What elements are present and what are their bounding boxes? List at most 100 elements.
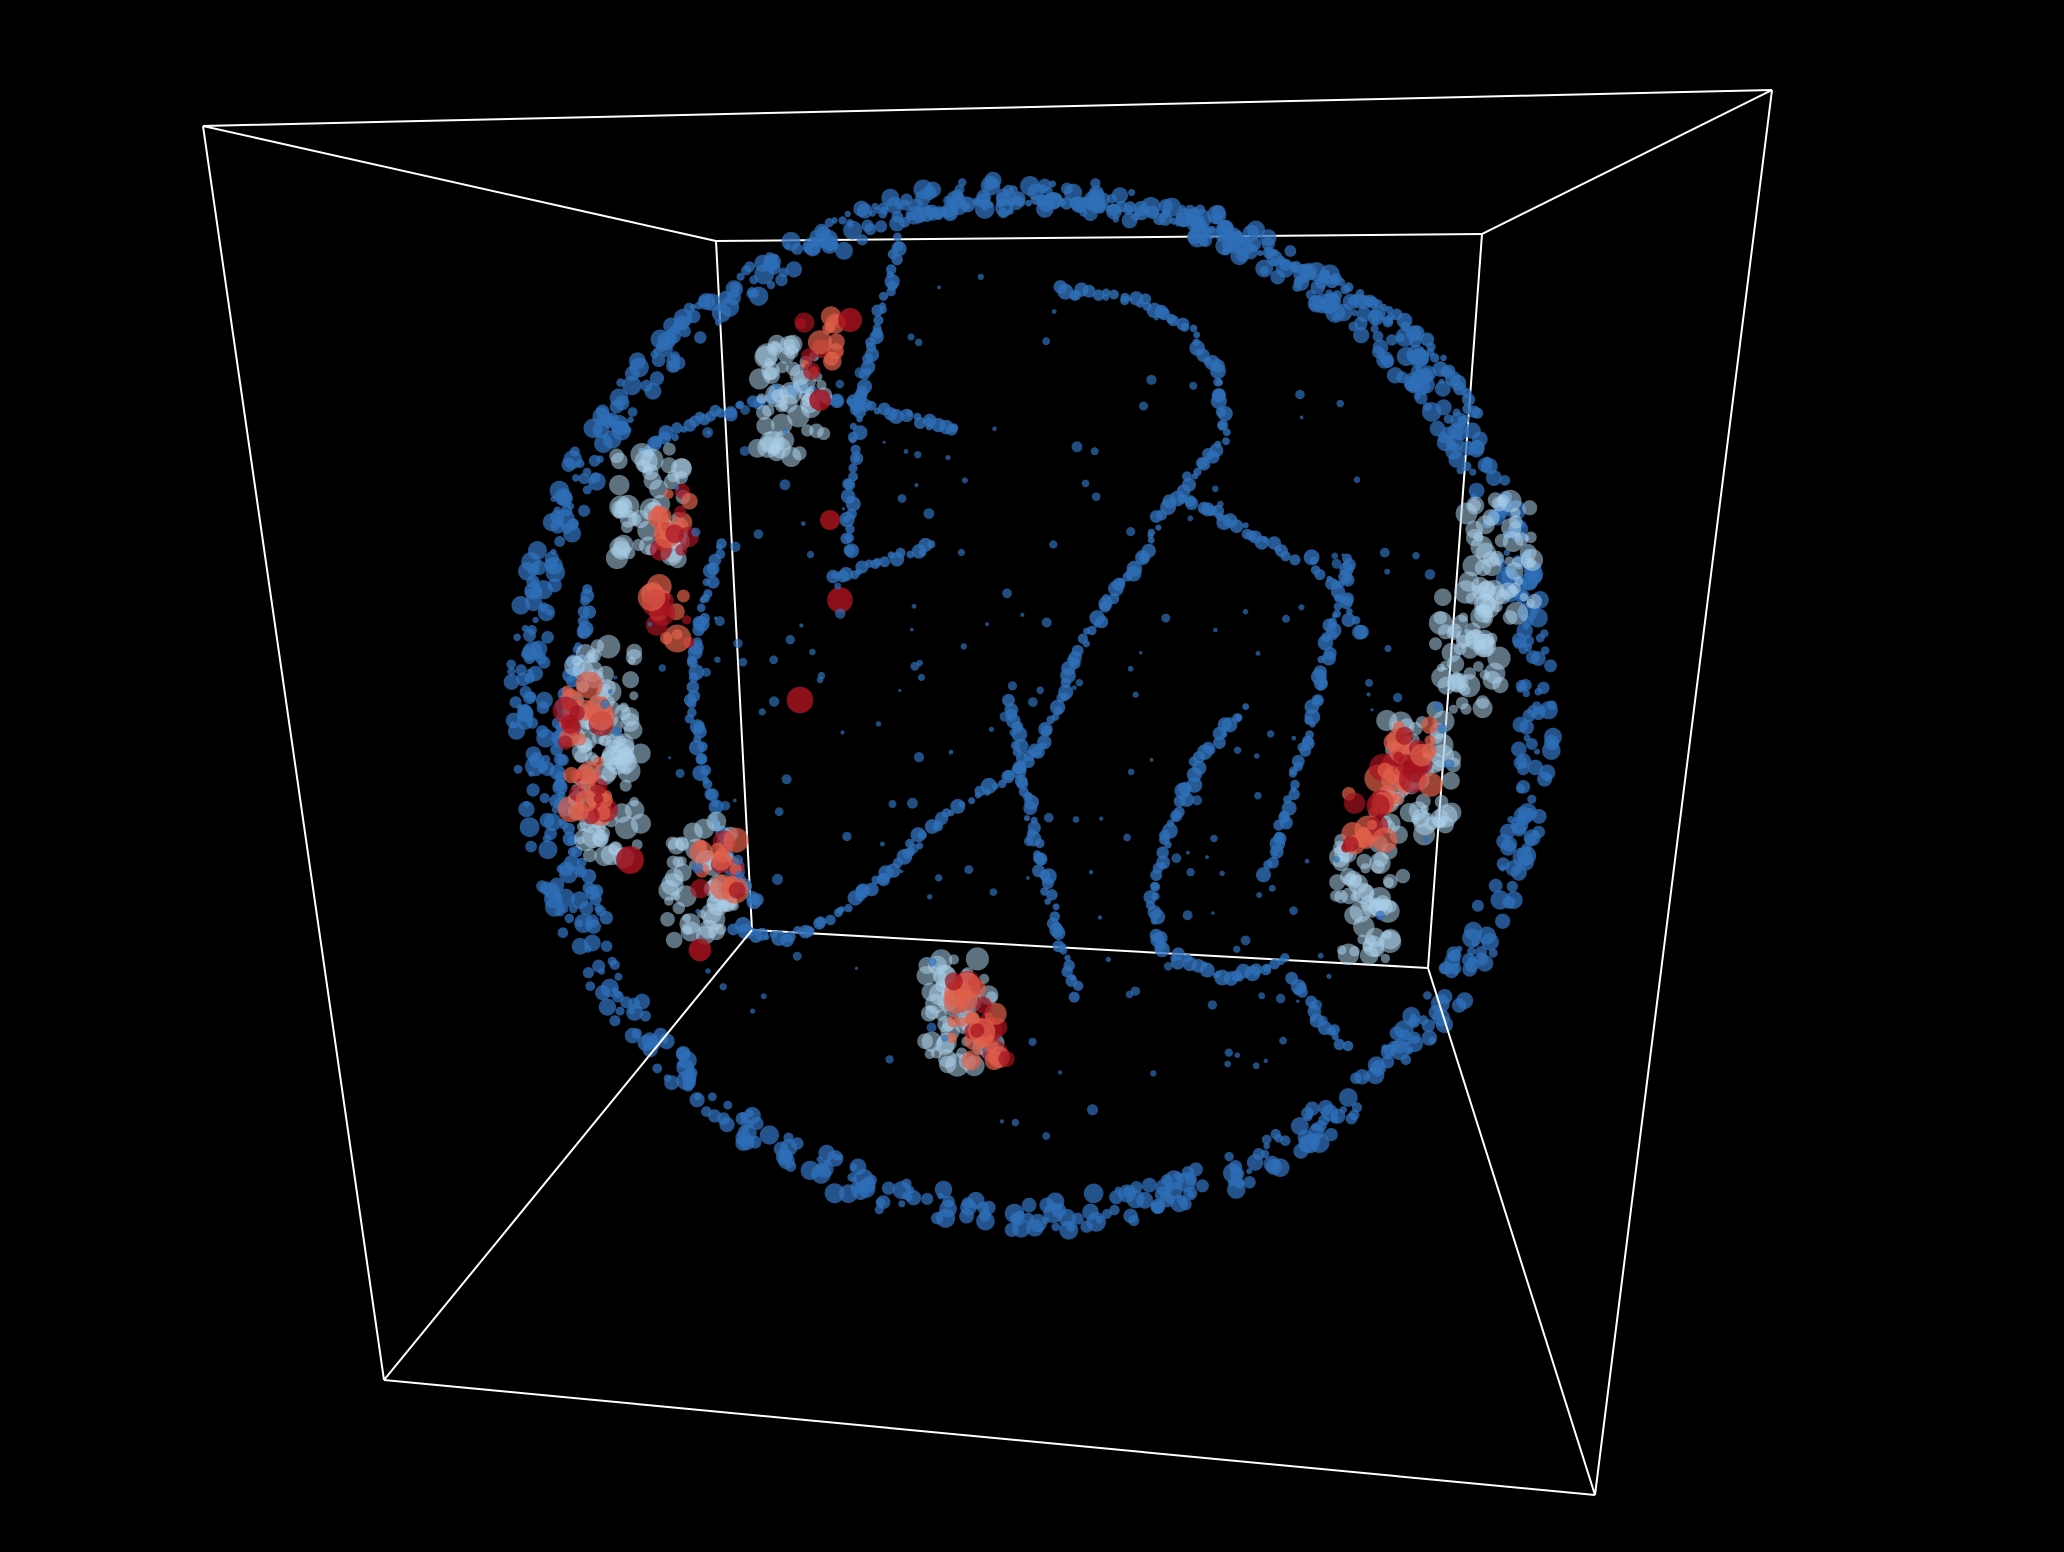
box-edge-outer-2 bbox=[383, 1379, 1596, 1496]
ring-point bbox=[824, 1183, 845, 1204]
interior-point bbox=[923, 508, 935, 519]
ring-point bbox=[931, 1212, 944, 1225]
series-12-point bbox=[1342, 1040, 1354, 1052]
mid-zone-9-point bbox=[1514, 532, 1529, 547]
series-7-point bbox=[1061, 966, 1073, 978]
ring-point bbox=[519, 817, 540, 837]
series-14-point bbox=[845, 524, 855, 534]
series-11-point bbox=[1171, 813, 1180, 821]
deep-zone-9-point bbox=[1366, 794, 1390, 818]
interior-point bbox=[750, 1008, 756, 1014]
mid-zone-3-point bbox=[615, 816, 638, 840]
interior-point bbox=[1207, 1000, 1218, 1010]
deep-zone-7-point bbox=[946, 1032, 958, 1043]
mid-zone-2-point bbox=[575, 644, 596, 664]
ring-point bbox=[874, 1205, 884, 1215]
interior-point bbox=[706, 430, 712, 435]
series-14-point bbox=[840, 532, 852, 545]
interior-point bbox=[668, 756, 672, 760]
series-10-point bbox=[1351, 616, 1361, 625]
mid-zone-1-point bbox=[636, 459, 651, 473]
interior-point bbox=[1127, 665, 1134, 672]
ring-point bbox=[1389, 1040, 1410, 1060]
ring-point bbox=[1058, 1209, 1076, 1227]
ring-point bbox=[900, 193, 913, 206]
mid-zone-5-point bbox=[916, 966, 936, 986]
deep-zone-10-point bbox=[1393, 751, 1404, 762]
series-3-point bbox=[1273, 819, 1285, 831]
deep-zone-10-point bbox=[1421, 716, 1439, 734]
interior-point bbox=[1171, 853, 1182, 864]
ring-point bbox=[557, 927, 569, 938]
ring-point bbox=[1353, 316, 1368, 331]
series-14-point bbox=[843, 479, 856, 491]
ring-point bbox=[545, 562, 565, 583]
interior-point bbox=[842, 831, 852, 842]
ring-point bbox=[1353, 327, 1370, 344]
ring-point bbox=[649, 371, 665, 386]
ring-point bbox=[1469, 468, 1477, 476]
series-1-point bbox=[1083, 627, 1091, 635]
interior-point bbox=[1205, 855, 1209, 859]
ring-point bbox=[1522, 689, 1531, 698]
ring-point bbox=[530, 640, 548, 658]
series-7-point bbox=[1016, 777, 1029, 790]
ring-point bbox=[1418, 1015, 1429, 1026]
ring-point bbox=[1270, 1128, 1281, 1140]
series-3-point bbox=[1321, 651, 1336, 666]
mid-zone-9-point bbox=[1473, 531, 1483, 542]
series-4-point bbox=[702, 578, 711, 587]
mid-zone-6-point bbox=[1476, 695, 1490, 709]
ring-point bbox=[1526, 738, 1538, 750]
mid-zone-4-point bbox=[673, 863, 692, 882]
series-0-point bbox=[1191, 472, 1199, 480]
mid-zone-9-point bbox=[1519, 592, 1529, 602]
ring-point bbox=[1434, 380, 1451, 397]
series-7-point bbox=[1012, 761, 1026, 775]
mid-zone-0-point bbox=[762, 404, 775, 417]
axis-box-back bbox=[715, 233, 1483, 969]
interior-point bbox=[692, 862, 704, 874]
series-14-point bbox=[871, 304, 884, 317]
ring-point bbox=[535, 691, 553, 709]
interior-point bbox=[782, 428, 788, 435]
series-11-point bbox=[1242, 703, 1250, 710]
deep-zone-4-point bbox=[570, 802, 589, 821]
mid-zone-8-point bbox=[1380, 953, 1391, 964]
interior-point bbox=[1353, 476, 1361, 484]
deep-zone-3-point bbox=[557, 735, 573, 750]
mid-zone-4-point bbox=[706, 811, 727, 832]
mid-zone-4-point bbox=[683, 822, 703, 843]
ring-point bbox=[701, 1106, 712, 1117]
ring-point bbox=[698, 293, 715, 310]
mid-zone-3-point bbox=[574, 749, 588, 764]
interior-point bbox=[1153, 315, 1159, 321]
mid-zone-3-point bbox=[614, 750, 637, 774]
interior-point bbox=[989, 888, 998, 896]
interior-point bbox=[897, 494, 907, 503]
interior-point bbox=[1139, 401, 1149, 411]
mid-zone-8-point bbox=[1395, 868, 1411, 884]
ring-point bbox=[1534, 748, 1540, 755]
series-7-point bbox=[1059, 947, 1068, 955]
series-7-point bbox=[1064, 954, 1071, 961]
interior-point bbox=[977, 273, 984, 281]
interior-point bbox=[1026, 876, 1030, 880]
interior-point bbox=[1375, 910, 1386, 921]
ring-point bbox=[849, 1158, 867, 1176]
ring-point bbox=[629, 357, 649, 378]
interior-point bbox=[1020, 612, 1025, 617]
deep-zone-6-point bbox=[998, 1050, 1015, 1067]
interior-point bbox=[732, 854, 744, 866]
series-0-point bbox=[1167, 315, 1179, 327]
interior-point bbox=[961, 477, 968, 484]
mid-zone-5-point bbox=[921, 982, 941, 1002]
mid-zone-0-point bbox=[755, 343, 779, 367]
mid-zone-9-point bbox=[1476, 581, 1496, 600]
ring-point bbox=[526, 668, 534, 675]
mid-zone-8-point bbox=[1353, 915, 1375, 938]
interior-point bbox=[1149, 758, 1154, 762]
mid-zone-6-point bbox=[1448, 704, 1458, 714]
deep-zone-7-point bbox=[957, 1017, 967, 1027]
